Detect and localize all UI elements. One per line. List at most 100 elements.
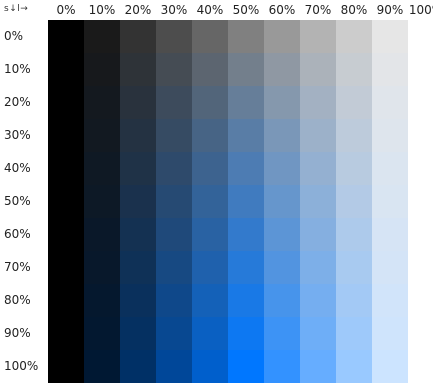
- color-swatch[interactable]: [120, 185, 156, 218]
- color-swatch[interactable]: [192, 350, 228, 383]
- color-swatch[interactable]: [48, 218, 84, 251]
- color-swatch[interactable]: [120, 251, 156, 284]
- color-swatch[interactable]: [192, 284, 228, 317]
- color-swatch[interactable]: [264, 251, 300, 284]
- color-swatch[interactable]: [120, 20, 156, 53]
- color-swatch[interactable]: [48, 284, 84, 317]
- color-swatch[interactable]: [228, 185, 264, 218]
- color-swatch[interactable]: [48, 20, 84, 53]
- color-swatch[interactable]: [300, 284, 336, 317]
- color-swatch[interactable]: [372, 251, 408, 284]
- color-swatch[interactable]: [84, 53, 120, 86]
- color-swatch[interactable]: [264, 284, 300, 317]
- color-swatch[interactable]: [48, 350, 84, 383]
- color-swatch[interactable]: [120, 53, 156, 86]
- color-swatch[interactable]: [228, 53, 264, 86]
- color-swatch[interactable]: [336, 119, 372, 152]
- color-swatch[interactable]: [300, 53, 336, 86]
- color-swatch[interactable]: [156, 86, 192, 119]
- color-swatch[interactable]: [84, 185, 120, 218]
- color-swatch[interactable]: [372, 350, 408, 383]
- color-swatch[interactable]: [336, 317, 372, 350]
- color-swatch[interactable]: [228, 350, 264, 383]
- color-swatch[interactable]: [228, 284, 264, 317]
- color-swatch[interactable]: [192, 119, 228, 152]
- color-swatch[interactable]: [300, 317, 336, 350]
- color-swatch[interactable]: [156, 350, 192, 383]
- color-swatch[interactable]: [336, 284, 372, 317]
- color-swatch[interactable]: [300, 218, 336, 251]
- color-swatch[interactable]: [84, 86, 120, 119]
- color-swatch[interactable]: [156, 119, 192, 152]
- color-swatch[interactable]: [192, 53, 228, 86]
- color-swatch[interactable]: [372, 53, 408, 86]
- color-swatch[interactable]: [372, 185, 408, 218]
- color-swatch[interactable]: [156, 218, 192, 251]
- color-swatch[interactable]: [336, 218, 372, 251]
- color-swatch[interactable]: [48, 251, 84, 284]
- color-swatch[interactable]: [372, 86, 408, 119]
- color-swatch[interactable]: [300, 86, 336, 119]
- color-swatch[interactable]: [228, 119, 264, 152]
- color-swatch[interactable]: [264, 152, 300, 185]
- color-swatch[interactable]: [264, 317, 300, 350]
- color-swatch[interactable]: [264, 185, 300, 218]
- color-swatch[interactable]: [300, 185, 336, 218]
- color-swatch[interactable]: [264, 20, 300, 53]
- color-swatch[interactable]: [48, 119, 84, 152]
- color-swatch[interactable]: [336, 20, 372, 53]
- color-swatch[interactable]: [264, 350, 300, 383]
- color-swatch[interactable]: [300, 350, 336, 383]
- color-swatch[interactable]: [48, 185, 84, 218]
- color-swatch[interactable]: [192, 317, 228, 350]
- color-swatch[interactable]: [336, 86, 372, 119]
- color-swatch[interactable]: [228, 86, 264, 119]
- color-swatch[interactable]: [336, 53, 372, 86]
- color-swatch[interactable]: [120, 350, 156, 383]
- color-swatch[interactable]: [300, 152, 336, 185]
- color-swatch[interactable]: [156, 284, 192, 317]
- color-swatch[interactable]: [336, 152, 372, 185]
- color-swatch[interactable]: [48, 86, 84, 119]
- color-swatch[interactable]: [228, 20, 264, 53]
- color-swatch[interactable]: [120, 86, 156, 119]
- color-swatch[interactable]: [372, 317, 408, 350]
- color-swatch[interactable]: [372, 284, 408, 317]
- color-swatch[interactable]: [300, 251, 336, 284]
- color-swatch[interactable]: [192, 152, 228, 185]
- color-swatch[interactable]: [84, 350, 120, 383]
- color-swatch[interactable]: [300, 119, 336, 152]
- color-swatch[interactable]: [120, 119, 156, 152]
- color-swatch[interactable]: [228, 218, 264, 251]
- color-swatch[interactable]: [300, 20, 336, 53]
- color-swatch[interactable]: [336, 251, 372, 284]
- color-swatch[interactable]: [120, 152, 156, 185]
- color-swatch[interactable]: [156, 53, 192, 86]
- color-swatch[interactable]: [192, 20, 228, 53]
- color-swatch[interactable]: [156, 20, 192, 53]
- color-swatch[interactable]: [156, 317, 192, 350]
- color-swatch[interactable]: [84, 20, 120, 53]
- color-swatch[interactable]: [84, 119, 120, 152]
- color-swatch[interactable]: [120, 284, 156, 317]
- color-swatch[interactable]: [264, 119, 300, 152]
- color-swatch[interactable]: [156, 152, 192, 185]
- color-swatch[interactable]: [84, 317, 120, 350]
- color-swatch[interactable]: [120, 218, 156, 251]
- color-swatch[interactable]: [372, 119, 408, 152]
- color-swatch[interactable]: [336, 185, 372, 218]
- color-swatch[interactable]: [84, 152, 120, 185]
- color-swatch[interactable]: [192, 218, 228, 251]
- color-swatch[interactable]: [84, 251, 120, 284]
- color-swatch[interactable]: [192, 251, 228, 284]
- color-swatch[interactable]: [264, 218, 300, 251]
- color-swatch[interactable]: [192, 185, 228, 218]
- color-swatch[interactable]: [48, 152, 84, 185]
- color-swatch[interactable]: [264, 53, 300, 86]
- color-swatch[interactable]: [372, 152, 408, 185]
- color-swatch[interactable]: [48, 53, 84, 86]
- color-swatch[interactable]: [156, 185, 192, 218]
- color-swatch[interactable]: [84, 218, 120, 251]
- color-swatch[interactable]: [48, 317, 84, 350]
- color-swatch[interactable]: [372, 20, 408, 53]
